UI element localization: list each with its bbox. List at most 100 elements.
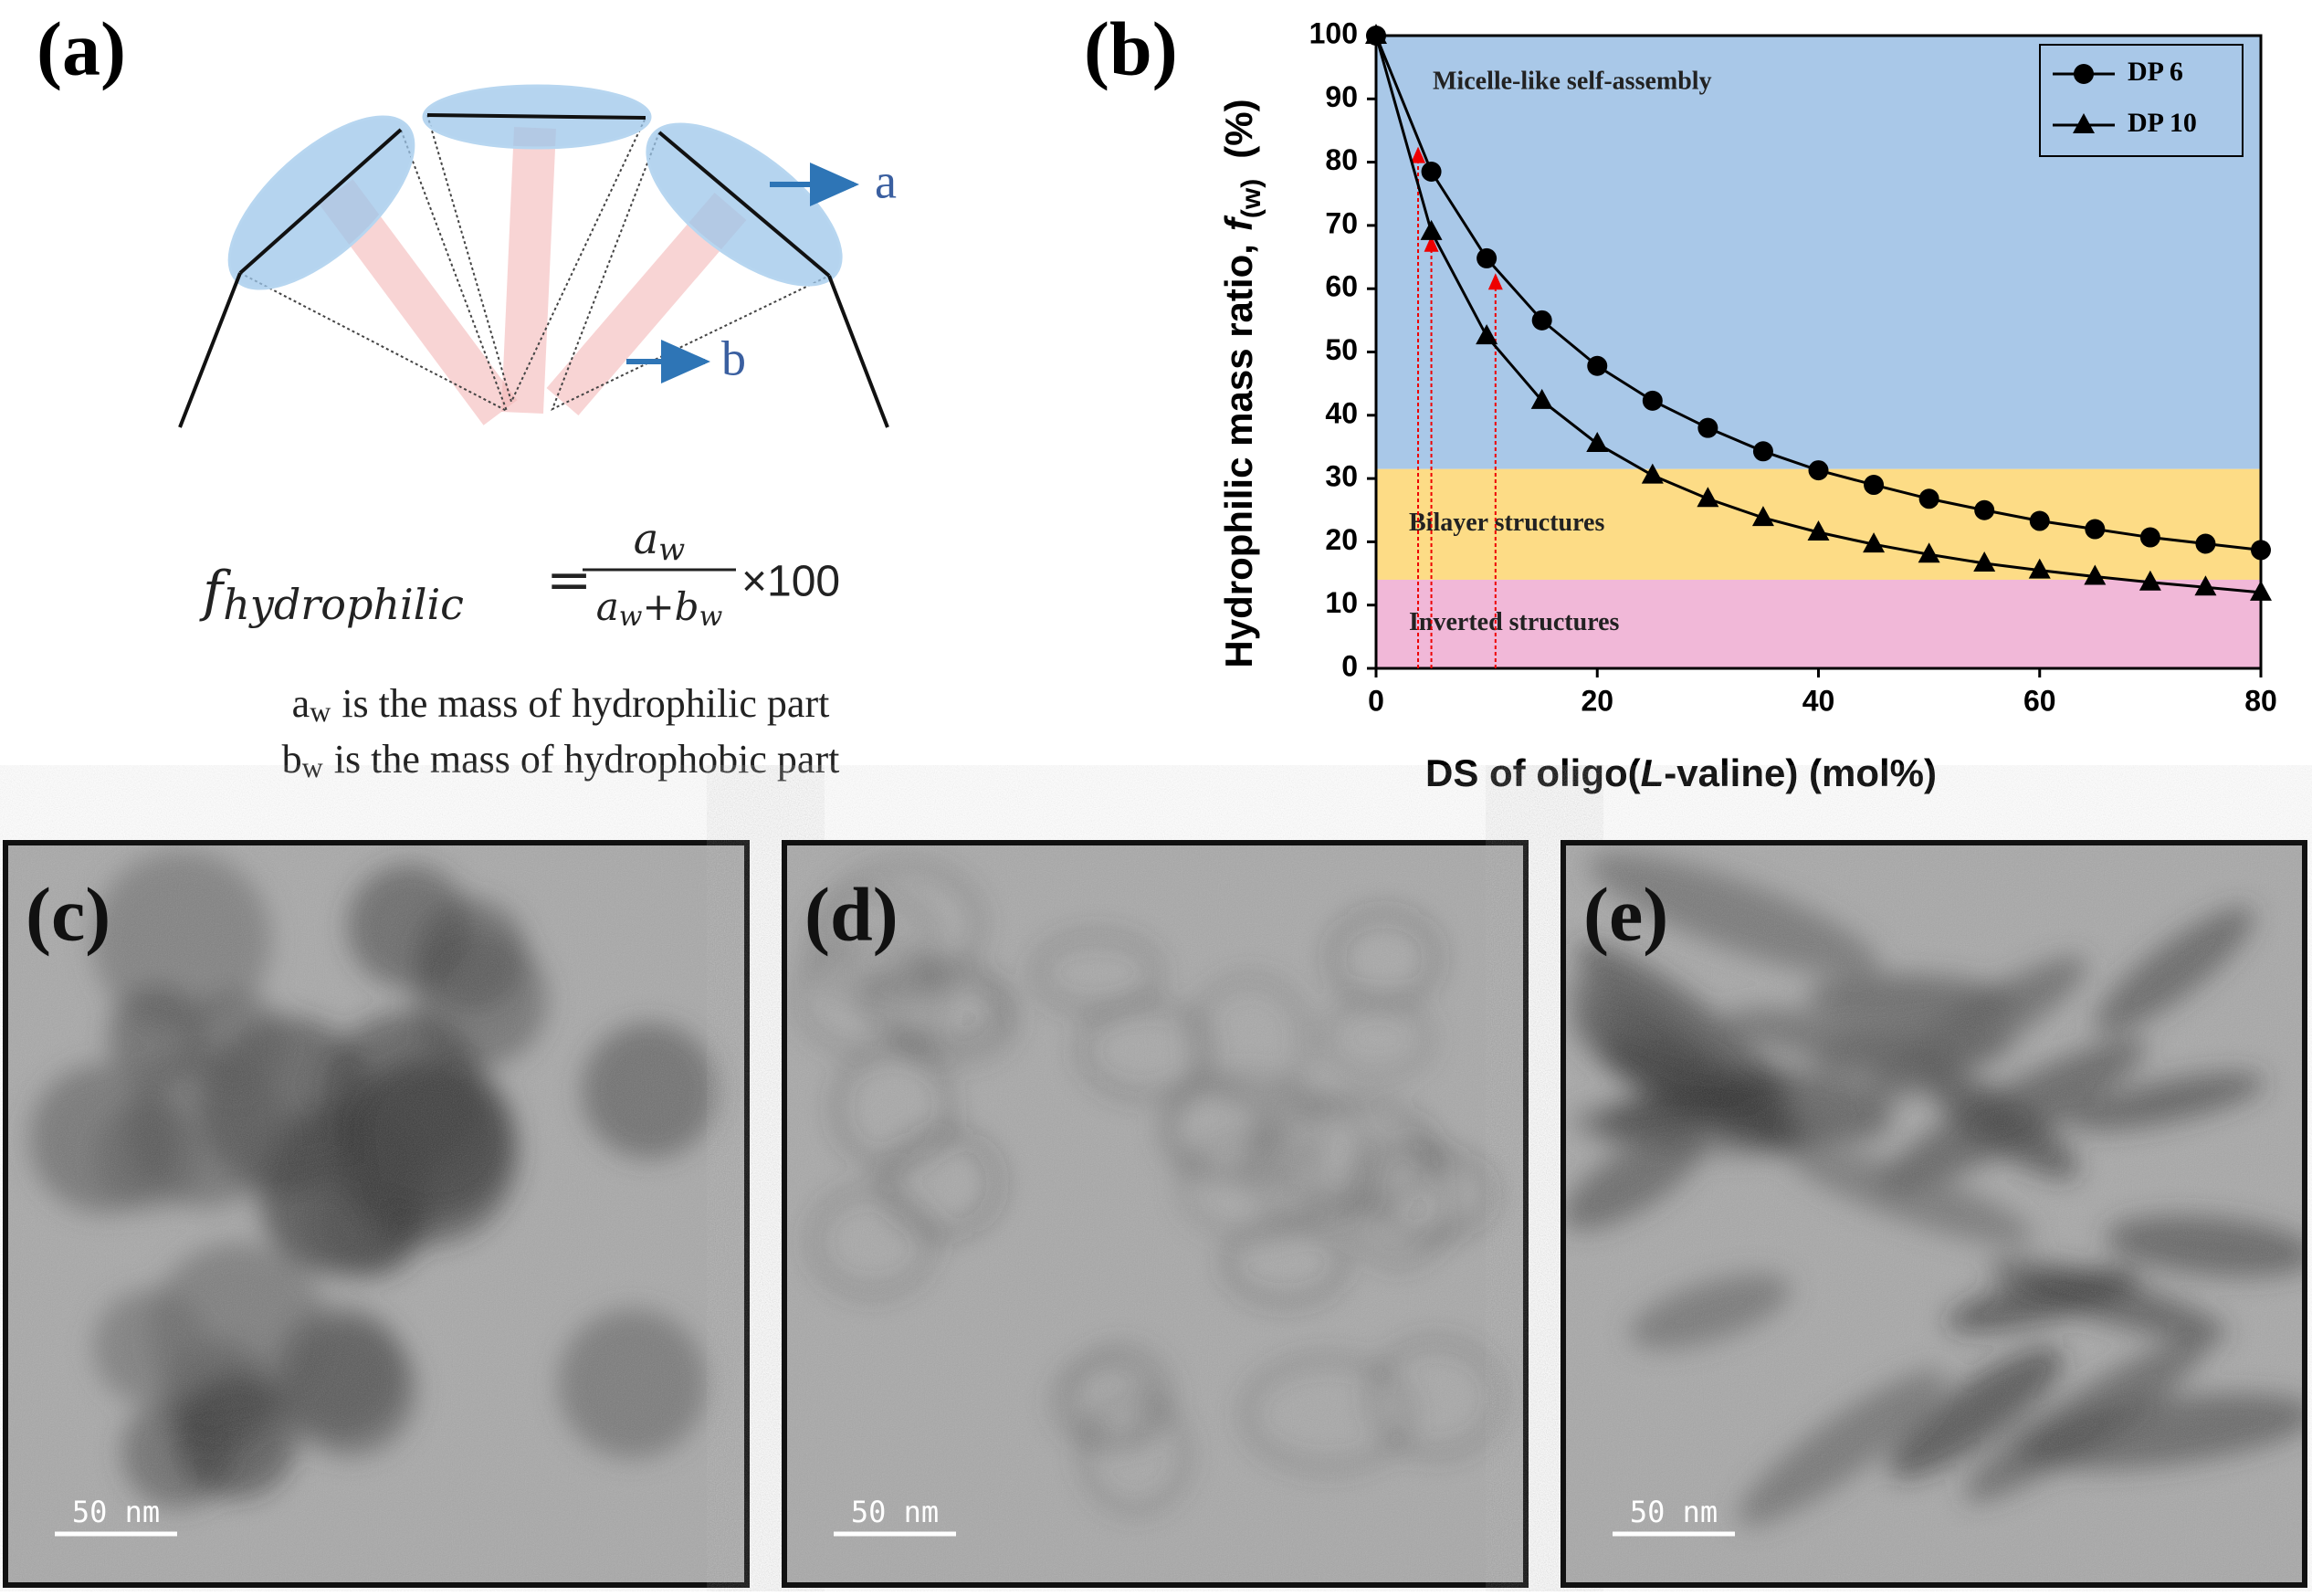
label-part: (%): [1217, 99, 1260, 158]
data-point: [1918, 488, 1939, 509]
data-point: [1697, 487, 1719, 508]
guide-arrow: [1487, 273, 1503, 290]
y-tick-label: 60: [1325, 270, 1358, 303]
scale-bar-label: 50 nm: [851, 1495, 939, 1529]
region-label: Inverted structures: [1409, 608, 1620, 636]
tem-frame: [782, 840, 1529, 1588]
legend-box: [2039, 44, 2244, 157]
symbol: a: [596, 584, 619, 629]
denominator: aw+bw: [596, 584, 723, 633]
data-point: [2139, 527, 2160, 548]
y-axis-label: Hydrophilic mass ratio, f(w) (%): [1217, 99, 1266, 667]
y-tick-label: 80: [1325, 143, 1358, 176]
subscript: w: [658, 531, 685, 568]
outline: [178, 272, 242, 428]
y-tick-label: 40: [1325, 396, 1358, 429]
numerator: aw: [634, 514, 686, 568]
data-point: [1530, 388, 1553, 409]
scale-bar-label: 50 nm: [1630, 1495, 1718, 1529]
y-tick-label: 70: [1325, 206, 1358, 239]
tem-panels: (c) 50 nm (d) 50 nm (e) 50 nm: [3, 840, 2307, 1588]
note: bw is the mass of hydrophobic part: [282, 737, 840, 783]
y-tick-label: 20: [1325, 523, 1358, 556]
cone: [239, 129, 509, 414]
label-part: Hydrophilic mass ratio,: [1217, 244, 1260, 667]
data-point: [2139, 570, 2161, 591]
x-tick-label: 20: [1581, 684, 1613, 717]
label-part: -valine) (mol%): [1664, 751, 1937, 794]
tem-frame: [3, 840, 750, 1588]
outline: [827, 275, 889, 428]
y-tick-label: 30: [1325, 460, 1358, 493]
formula-lhs: fhydrophilic: [199, 560, 464, 629]
note-text: is the mass of hydrophobic part: [334, 737, 840, 782]
diameter: [426, 113, 646, 120]
tem-noise: [3, 840, 750, 1588]
axes-lines: [178, 113, 889, 428]
panel-label: (b): [1084, 6, 1178, 91]
panel-a: (a) a b fhydrophilic =: [37, 6, 897, 783]
x-axis-label: DS of oligo(L-valine) (mol%): [1425, 751, 1937, 794]
data-point: [1531, 310, 1552, 331]
notes: aw is the mass of hydrophilic part bw is t…: [282, 681, 840, 783]
data-point: [2028, 558, 2051, 579]
symbol: a: [634, 514, 658, 563]
arrow-label: a: [875, 153, 897, 208]
symbol: b: [675, 584, 699, 629]
panel-label: (d): [804, 872, 899, 957]
symbol: b: [282, 737, 302, 782]
cone: [551, 131, 830, 411]
data-point: [1864, 475, 1885, 496]
region: [1376, 579, 2261, 668]
legend-label: DP 10: [2128, 108, 2197, 138]
data-point: [1752, 441, 1773, 462]
x-tick-label: 80: [2244, 684, 2277, 717]
data-point: [1641, 463, 1664, 484]
data-point: [1365, 24, 1387, 44]
diameter: [238, 128, 403, 275]
cone: [426, 114, 646, 404]
data-point: [1808, 460, 1829, 481]
multiplier: ×100: [741, 558, 840, 606]
region-label: Micelle-like self-assembly: [1433, 67, 1712, 95]
x-tick-label: 0: [1368, 684, 1384, 717]
guide-arrow: [1424, 235, 1439, 252]
tem-noise: [1561, 840, 2307, 1588]
note-text: is the mass of hydrophilic part: [342, 681, 829, 726]
label-part: L: [1641, 751, 1665, 794]
data-point: [1973, 551, 1996, 572]
note: aw is the mass of hydrophilic part: [292, 681, 830, 728]
panel-label: (c): [26, 872, 110, 957]
data-point: [2085, 519, 2106, 540]
data-point: [1974, 499, 1995, 520]
data-point: [2250, 580, 2272, 601]
tem-panel: (d) 50 nm: [782, 840, 1529, 1588]
subscript: hydrophilic: [223, 580, 464, 629]
data-point: [2084, 564, 2107, 585]
subscript: w: [699, 601, 723, 633]
guide-arrow: [1411, 146, 1426, 163]
y-tick-label: 0: [1341, 649, 1358, 682]
data-point: [1918, 542, 1940, 563]
scale-bar-label: 50 nm: [72, 1495, 160, 1529]
data-point: [1642, 390, 1663, 411]
arrow-label: b: [721, 331, 746, 385]
y-tick-label: 100: [1309, 16, 1358, 49]
rod: [501, 126, 556, 415]
data-point: [2194, 575, 2217, 596]
panel-label: (e): [1583, 872, 1668, 957]
data-point: [1477, 247, 1498, 268]
data-point: [2029, 510, 2050, 531]
data-point: [1586, 431, 1609, 452]
legend-marker: [2073, 113, 2095, 133]
subscript: w: [310, 695, 331, 728]
subscript: w: [302, 751, 323, 783]
data-point: [1587, 355, 1608, 376]
cone-lines: [239, 114, 830, 414]
region-label: Bilayer structures: [1409, 509, 1604, 537]
tem-panel: (c) 50 nm: [3, 840, 750, 1588]
label-part: DS of oligo(: [1425, 751, 1641, 794]
symbol: a: [292, 681, 310, 726]
x-tick-label: 60: [2023, 684, 2056, 717]
